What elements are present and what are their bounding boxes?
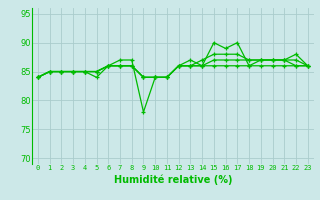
X-axis label: Humidité relative (%): Humidité relative (%) xyxy=(114,174,232,185)
